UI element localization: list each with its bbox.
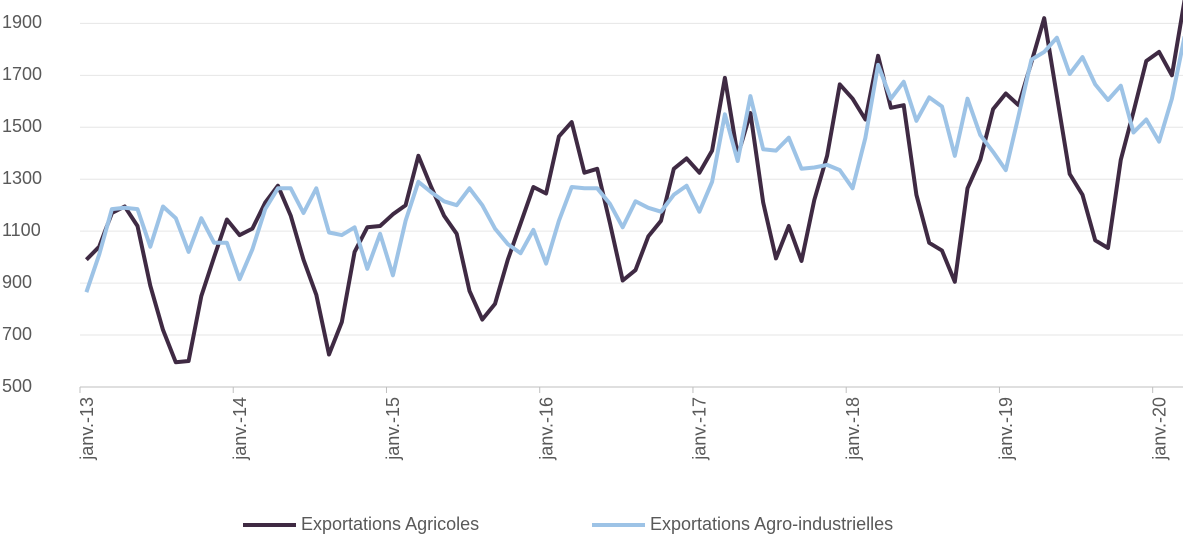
x-tick-label: janv.-20 <box>1149 397 1169 461</box>
series-line <box>84 35 1183 293</box>
y-tick-label: 900 <box>2 272 32 292</box>
y-tick-label: 1100 <box>2 220 41 240</box>
x-tick-label: janv.-15 <box>383 397 403 461</box>
y-tick-label: 1300 <box>2 168 42 188</box>
legend-label: Exportations Agro-industrielles <box>650 514 893 534</box>
x-tick-label: janv.-13 <box>77 397 97 461</box>
x-tick-label: janv.-14 <box>230 397 250 461</box>
x-tick-label: janv.-18 <box>843 397 863 461</box>
y-tick-label: 500 <box>2 376 32 396</box>
x-tick-label: janv.-19 <box>996 397 1016 461</box>
series-line <box>84 0 1183 365</box>
y-tick-label: 700 <box>2 324 32 344</box>
y-tick-label: 1500 <box>2 116 42 136</box>
y-tick-label: 1700 <box>2 64 42 84</box>
legend-label: Exportations Agricoles <box>301 514 479 534</box>
x-tick-label: janv.-17 <box>690 397 710 461</box>
x-tick-label: janv.-16 <box>536 397 556 461</box>
y-tick-label: 1900 <box>2 12 42 32</box>
